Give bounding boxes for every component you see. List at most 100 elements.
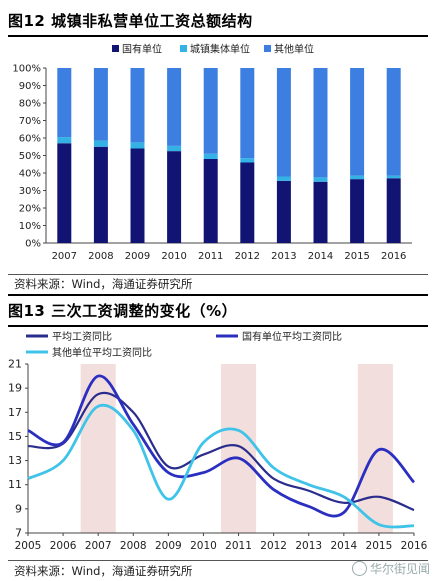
legend-label-2: 其他单位平均工资同比 [52, 346, 152, 359]
line-chart: 7 9 11 13 15 17 19 21 2005 2006 2007 2008 2009 2010 20… [8, 330, 428, 552]
bar-segment-0 [350, 179, 365, 243]
bar-segment-1 [350, 175, 365, 180]
shaded-band-2 [357, 364, 393, 533]
bar-segment-2 [386, 68, 401, 176]
legend-swatch-1 [180, 45, 187, 52]
x-tick-label: 2013 [295, 540, 322, 552]
x-tick-label: 2009 [125, 251, 150, 262]
figure-13-source-rule [8, 560, 428, 561]
bar-segment-2 [130, 68, 145, 143]
y-tick-label: 40% [19, 169, 41, 180]
bar-segment-2 [240, 68, 255, 159]
bar-segment-2 [313, 68, 328, 178]
bar-segment-1 [93, 140, 108, 147]
legend-label-1: 国有单位平均工资同比 [242, 330, 342, 343]
shaded-band-1 [221, 364, 257, 533]
y-tick-label: 11 [8, 478, 22, 491]
bar-segment-2 [57, 68, 72, 138]
x-tick-label: 2014 [308, 251, 333, 262]
shaded-band-0 [80, 364, 116, 533]
y-tick-label: 10% [19, 221, 41, 232]
y-tick-label: 19 [8, 382, 22, 395]
figure-12-title-rule [8, 35, 428, 37]
figure-13-source: 资料来源：Wind，海通证券研究所 [14, 564, 193, 578]
x-tick-label: 2016 [401, 540, 428, 552]
y-tick-label: 60% [19, 134, 41, 145]
bar-segment-1 [386, 175, 401, 179]
y-tick-label: 0% [25, 239, 41, 250]
x-tick-label: 2015 [366, 540, 393, 552]
series-line-2 [27, 403, 415, 529]
legend-label-0: 平均工资同比 [52, 331, 112, 343]
x-tick-label: 2010 [190, 540, 217, 552]
watermark-text: 华尔街见闻 [369, 562, 430, 576]
figure-13-title-rule [8, 325, 428, 327]
bar-segment-2 [350, 68, 365, 176]
x-tick-label: 2012 [235, 251, 260, 262]
bar-segment-0 [203, 159, 218, 243]
bar-segment-0 [240, 162, 255, 243]
bar-segment-0 [93, 146, 108, 243]
x-tick-label: 2005 [15, 540, 42, 552]
x-tick-label: 2007 [85, 540, 112, 552]
bar-segment-2 [167, 68, 182, 146]
bar-segment-1 [57, 137, 72, 144]
y-tick-label: 9 [15, 502, 22, 515]
series-line-0 [27, 391, 415, 512]
x-tick-label: 2010 [161, 251, 186, 262]
figure-12-bottom-rule [8, 294, 428, 296]
x-tick-label: 2012 [260, 540, 287, 552]
figure-12-source-rule [8, 274, 428, 275]
y-tick-label: 30% [19, 186, 41, 197]
y-tick-label: 17 [8, 406, 22, 419]
x-tick-label: 2011 [225, 540, 252, 552]
bar-segment-1 [276, 176, 291, 181]
watermark-logo-icon [351, 561, 367, 576]
y-tick-label: 13 [8, 454, 22, 467]
bar-segment-0 [130, 148, 145, 243]
y-tick-label: 15 [8, 430, 22, 443]
bar-segment-1 [313, 177, 328, 182]
x-tick-label: 2008 [120, 540, 147, 552]
bar-segment-1 [240, 158, 255, 163]
y-tick-label: 20% [19, 204, 41, 215]
x-tick-label: 2011 [198, 251, 223, 262]
bar-segment-2 [203, 68, 218, 154]
x-tick-label: 2007 [52, 251, 77, 262]
bar-segment-0 [167, 151, 182, 243]
bar-segment-0 [386, 178, 401, 243]
bar-segment-0 [276, 180, 291, 243]
bar-segment-1 [130, 142, 145, 149]
watermark: 华尔街见闻 [351, 560, 430, 577]
stacked-bar-chart: 国有单位 城镇集体单位 其他单位 0% 10% 20% 30% 40% 50% 60% 70% 80%… [12, 43, 412, 262]
x-tick-label: 2014 [330, 540, 357, 552]
bar-segment-1 [167, 145, 182, 152]
legend-label-1: 城镇集体单位 [190, 43, 250, 56]
series-line-1 [27, 374, 416, 518]
x-tick-label: 2015 [344, 251, 369, 262]
y-tick-label: 21 [8, 358, 22, 371]
x-tick-label: 2006 [50, 540, 77, 552]
figure-13-title: 图13 三次工资调整的变化（%） [8, 302, 238, 320]
x-tick-label: 2008 [88, 251, 113, 262]
bar-segment-2 [93, 68, 108, 141]
bar-segment-0 [313, 181, 328, 243]
y-tick-label: 100% [12, 64, 41, 75]
y-tick-label: 80% [19, 99, 41, 110]
y-tick-label: 70% [19, 116, 41, 127]
y-tick-label: 90% [19, 81, 41, 92]
figure-12-title: 图12 城镇非私营单位工资总额结构 [8, 12, 253, 30]
x-tick-label: 2016 [381, 251, 406, 262]
bar-segment-2 [276, 68, 291, 177]
x-tick-label: 2013 [271, 251, 296, 262]
legend-swatch-0 [112, 45, 119, 52]
legend-swatch-2 [264, 45, 271, 52]
y-tick-label: 50% [19, 151, 41, 162]
legend-label-0: 国有单位 [122, 43, 162, 56]
legend-label-2: 其他单位 [274, 43, 314, 56]
bar-segment-1 [203, 153, 218, 159]
x-tick-label: 2009 [155, 540, 182, 552]
figure-12-source: 资料来源：Wind，海通证券研究所 [14, 277, 193, 291]
y-tick-label: 7 [15, 527, 22, 540]
bar-segment-0 [57, 143, 72, 243]
